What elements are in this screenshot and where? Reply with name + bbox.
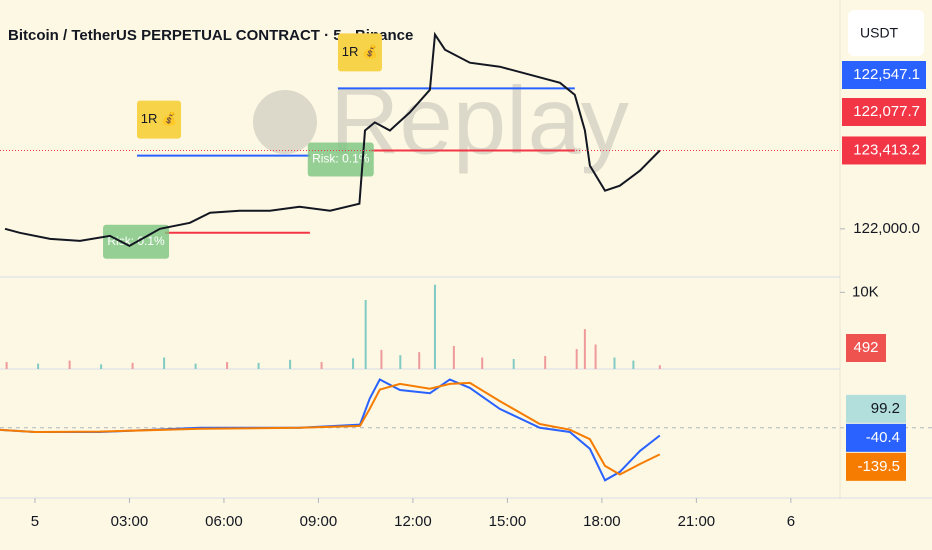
volume-bar [418, 352, 421, 369]
x-tick-label: 6 [787, 513, 795, 530]
volume-bar [613, 357, 616, 369]
volume-bar [131, 362, 134, 369]
last-price-label: 123,413.2 [853, 141, 920, 158]
x-tick-label: 09:00 [300, 513, 338, 530]
volume-last-label: 492 [853, 339, 878, 356]
volume-bar [481, 357, 484, 369]
volume-bar [452, 346, 455, 369]
macd-label-box [846, 423, 906, 452]
volume-bar [583, 329, 586, 369]
target-badge [137, 100, 182, 139]
target-label: 1R 💰 [141, 111, 177, 127]
macd-line [0, 381, 661, 476]
volume-bar [100, 364, 103, 369]
price-line [4, 31, 661, 248]
x-tick-label: 03:00 [111, 513, 149, 530]
y-tick-label: 10K [852, 283, 879, 300]
macd-label: 99.2 [871, 400, 900, 417]
watermark: Replay [330, 67, 629, 174]
macd-label-box [846, 394, 906, 423]
chart-title: Bitcoin / TetherUS PERPETUAL CONTRACT · … [8, 27, 413, 44]
time-axis-bg [0, 499, 932, 550]
volume-bar [575, 349, 578, 369]
risk-badge [307, 142, 374, 177]
volume-bar [380, 349, 383, 369]
price-label-box [842, 98, 926, 126]
last-price-box [842, 136, 926, 165]
y-tick-label: 122,000.0 [853, 220, 920, 237]
price-label: 122,547.1 [853, 66, 920, 83]
currency[interactable]: USDT [860, 25, 899, 41]
volume-bar [658, 365, 661, 369]
price-label: 122,077.7 [853, 103, 920, 120]
volume-bar [544, 355, 547, 369]
macd-label: -40.4 [866, 429, 900, 446]
volume-bar [163, 357, 166, 369]
watermark-logo [253, 90, 317, 154]
volume-bar [512, 359, 515, 369]
volume-bar [433, 284, 436, 369]
volume-bar [257, 362, 260, 369]
macd-label: -139.5 [857, 458, 900, 475]
target-label: 1R 💰 [342, 44, 378, 60]
volume-bar [399, 355, 402, 369]
volume-bar [320, 362, 323, 369]
volume-bar [632, 360, 635, 369]
target-badge [337, 33, 382, 72]
volume-bar [364, 300, 367, 369]
volume-bar [352, 358, 355, 369]
volume-bar [194, 363, 197, 369]
volume-bar [5, 362, 8, 369]
x-tick-label: 15:00 [489, 513, 527, 530]
volume-bar [289, 359, 292, 369]
volume-last-box [846, 334, 886, 362]
currency-box[interactable] [848, 10, 924, 56]
x-tick-label: 21:00 [678, 513, 716, 530]
x-tick-label: 06:00 [205, 513, 243, 530]
price-label-box [842, 61, 926, 89]
volume-bar [68, 360, 71, 369]
x-tick-label: 5 [31, 513, 39, 530]
volume-bar [226, 362, 229, 369]
volume-bar [37, 363, 40, 369]
x-tick-label: 18:00 [583, 513, 621, 530]
macd-label-box [846, 452, 906, 481]
risk-label: Risk: 0.1% [312, 152, 370, 166]
x-tick-label: 12:00 [394, 513, 432, 530]
volume-bar [594, 344, 597, 369]
